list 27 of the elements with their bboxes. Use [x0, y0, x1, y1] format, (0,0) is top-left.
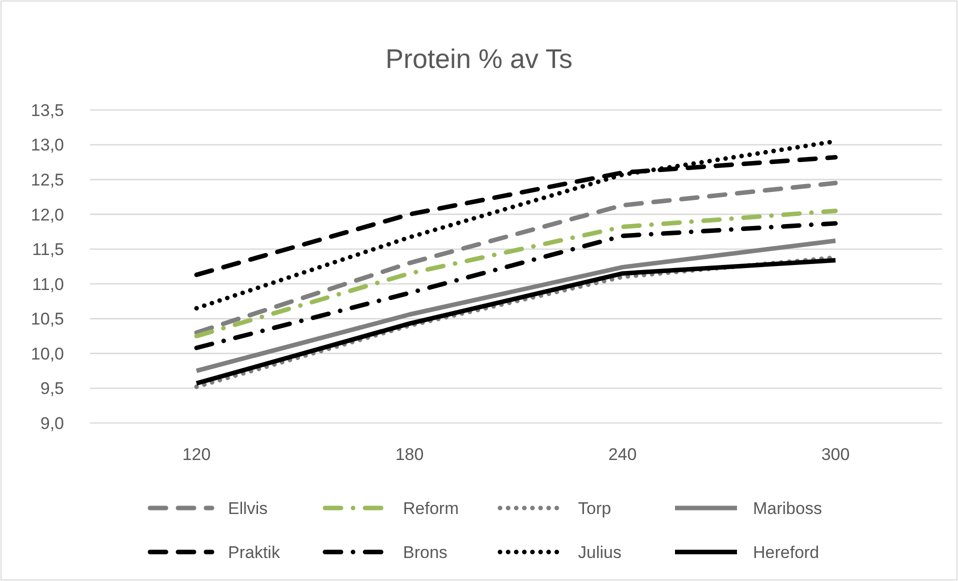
y-tick-label: 13,5: [30, 100, 64, 120]
x-tick-label: 180: [395, 445, 424, 464]
legend-label: Hereford: [753, 542, 820, 562]
y-tick-label: 12,5: [30, 170, 64, 190]
y-tick-label: 9,0: [40, 414, 64, 433]
y-tick-label: 11,5: [32, 240, 64, 260]
legend-label: Julius: [578, 542, 622, 562]
legend-label: Reform: [403, 498, 459, 518]
legend-label: Ellvis: [228, 498, 268, 518]
y-tick-label: 9,5: [40, 379, 64, 398]
y-tick-label: 11,0: [32, 274, 64, 294]
line-series: [194, 180, 838, 335]
y-tick-label: 13,0: [30, 136, 64, 155]
y-tick-label: 12,0: [30, 205, 64, 224]
legend-label: Torp: [578, 498, 612, 518]
y-tick-label: 10,5: [30, 310, 64, 329]
line-series: [194, 221, 838, 350]
chart-title: Protein % av Ts: [385, 44, 573, 74]
line-series: [194, 208, 838, 338]
y-tick-label: 10,0: [30, 344, 64, 364]
line-series: [194, 238, 838, 374]
x-tick-label: 240: [608, 445, 637, 464]
legend-label: Mariboss: [753, 498, 822, 518]
x-tick-label: 300: [821, 445, 850, 464]
legend-label: Brons: [403, 542, 448, 562]
x-tick-label: 120: [182, 445, 211, 464]
legend-label: Praktik: [228, 542, 280, 562]
